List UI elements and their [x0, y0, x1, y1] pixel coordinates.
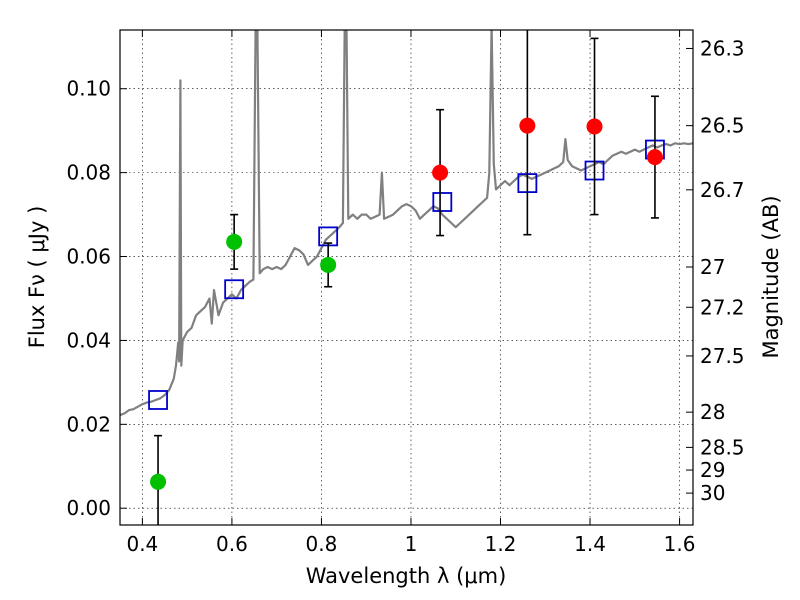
axes: 0.4 0.6 0.8 1 1.2 1.4 1.6 0.00 0.02 0.04 0.06 0.08 0… [66, 30, 745, 556]
y-tick-label: 0.06 [66, 245, 111, 269]
y-tick-label: 0.00 [66, 496, 111, 520]
x-axis-label: Wavelength λ (μm) [306, 564, 507, 588]
right-tick-label: 27 [700, 255, 725, 279]
observed-point [519, 117, 536, 134]
y-tick-label: 0.10 [66, 77, 111, 101]
right-tick-label: 30 [700, 481, 725, 505]
y-tick-label: 0.08 [66, 161, 111, 185]
y-tick-label: 0.02 [66, 412, 111, 436]
observed-point [150, 473, 167, 490]
x-tick-label: 1.4 [574, 532, 606, 556]
right-tick-label: 27.5 [700, 344, 745, 368]
model-photometry-square [432, 192, 453, 212]
x-tick-label: 1.2 [485, 532, 517, 556]
x-tick-label: 0.6 [216, 532, 248, 556]
right-tick-label: 28.5 [700, 435, 745, 459]
right-y-axis-label: Magnitude (AB) [759, 195, 783, 358]
observed-point [432, 164, 449, 181]
right-tick-label: 26.3 [700, 36, 745, 60]
observed-point [646, 149, 663, 166]
observed-point [226, 233, 243, 250]
model-spectrum-line [120, 30, 693, 417]
model-photometry-square [224, 279, 245, 300]
y-axis-label: Flux Fν ( μJy ) [25, 206, 49, 349]
observed-point [586, 118, 603, 135]
y-tick-label: 0.04 [66, 328, 111, 352]
right-tick-label: 29 [700, 458, 725, 482]
x-tick-label: 0.4 [126, 532, 158, 556]
grid [120, 30, 693, 525]
plot-area [120, 30, 693, 525]
x-tick-label: 1.6 [664, 532, 696, 556]
observed-point [320, 256, 337, 273]
right-tick-label: 28 [700, 400, 725, 424]
right-tick-label: 26.7 [700, 178, 745, 202]
right-tick-label: 26.5 [700, 114, 745, 138]
plot-frame [119, 29, 694, 526]
x-tick-label: 0.8 [306, 532, 338, 556]
model-photometry-square [148, 390, 168, 410]
right-tick-label: 27.2 [700, 295, 745, 319]
x-tick-label: 1 [405, 532, 418, 556]
